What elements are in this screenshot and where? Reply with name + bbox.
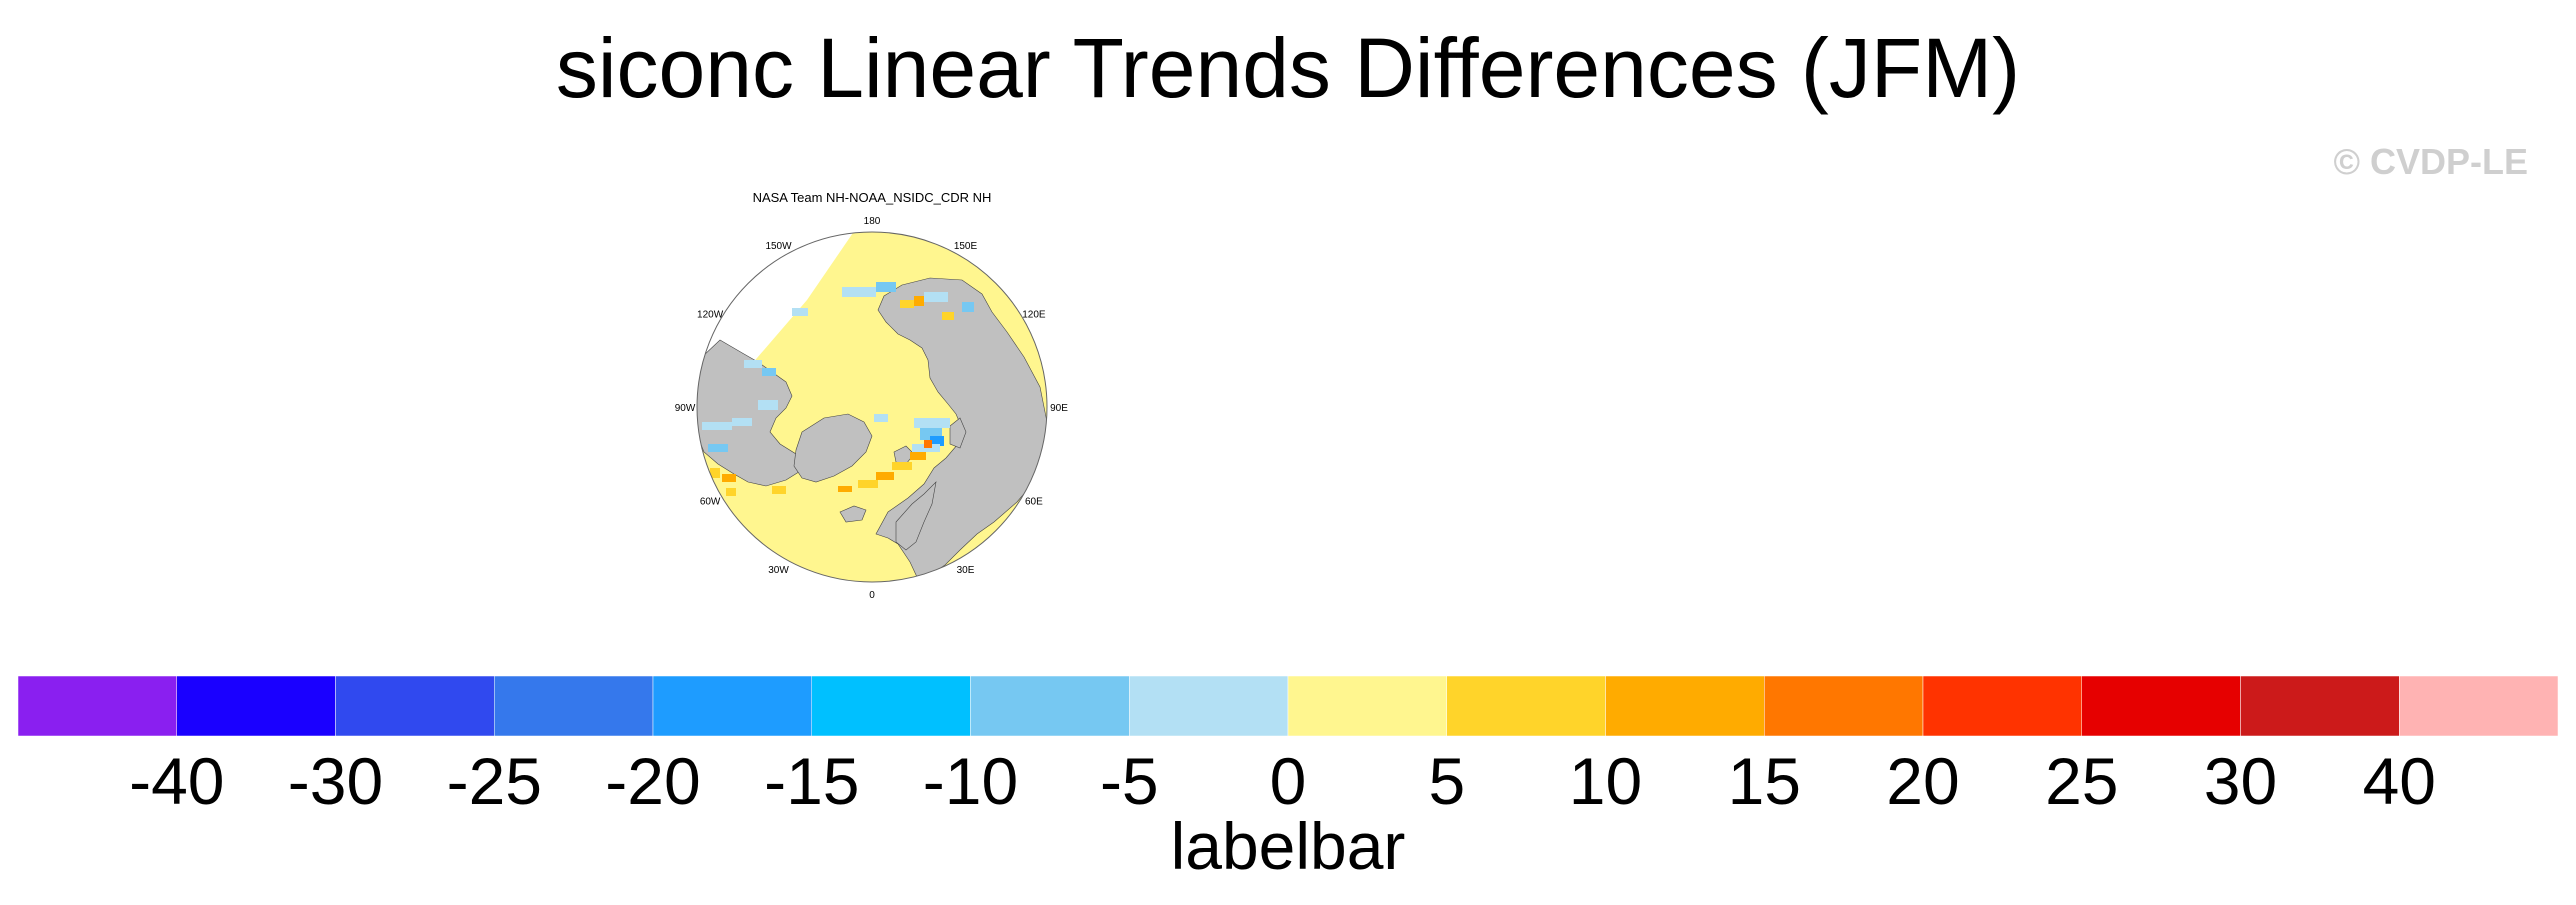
colorbar-tick-label: 10 [1569, 744, 1642, 818]
land-scandinavia [895, 481, 937, 551]
colorbar-tick-label: 40 [2363, 744, 2436, 818]
longitude-labels: 180 150E 120E 90E 60E 30E 0 30W 60W 90W 120W 150W [675, 216, 1069, 601]
colorbar-box [176, 676, 336, 736]
longitude-label: 150E [954, 241, 978, 252]
colorbar-tick-labels: -40 -30 -25 -20 -15 -10 -5 0 5 10 15 20 25 30 40 [129, 744, 2436, 818]
longitude-label: 60W [700, 497, 721, 508]
colorbar-box [1922, 676, 2082, 736]
colorbar-box [2240, 676, 2400, 736]
land-novaya-zemlya [949, 417, 967, 449]
longitude-label: 150W [765, 241, 792, 252]
colorbar-box [494, 676, 654, 736]
colorbar-tick-label: -5 [1100, 744, 1159, 818]
colorbar-box [652, 676, 812, 736]
figure-title: siconc Linear Trends Differences (JFM) [555, 21, 2021, 115]
colorbar-box [811, 676, 971, 736]
colorbar-box [1287, 676, 1447, 736]
colorbar-box [1605, 676, 1765, 736]
colorbar [18, 676, 2558, 736]
colorbar-tick-label: 20 [1886, 744, 1959, 818]
map-disc [697, 232, 1047, 582]
colorbar-tick-label: 25 [2045, 744, 2118, 818]
colorbar-tick-label: 0 [1270, 744, 1307, 818]
colorbar-box [1446, 676, 1606, 736]
land-greenland [793, 413, 873, 483]
colorbar-box [970, 676, 1130, 736]
panel-title: NASA Team NH-NOAA_NSIDC_CDR NH [753, 190, 992, 205]
longitude-label: 30E [957, 565, 975, 576]
colorbar-box [1129, 676, 1289, 736]
polar-map: NASA Team NH-NOAA_NSIDC_CDR NH [675, 190, 1069, 601]
longitude-label: 90W [675, 403, 696, 414]
watermark: © CVDP-LE [2333, 141, 2528, 182]
longitude-label: 60E [1025, 497, 1043, 508]
longitude-label: 120W [697, 310, 724, 321]
colorbar-tick-label: -20 [605, 744, 700, 818]
colorbar-tick-label: -30 [288, 744, 383, 818]
longitude-label: 30W [768, 565, 789, 576]
colorbar-box [2081, 676, 2241, 736]
longitude-label: 90E [1050, 403, 1068, 414]
colorbar-box [18, 676, 177, 736]
colorbar-box [2399, 676, 2558, 736]
colorbar-tick-label: 15 [1728, 744, 1801, 818]
longitude-label: 0 [869, 590, 875, 601]
map-boundary-circle [696, 231, 1048, 583]
colorbar-tick-label: -15 [764, 744, 859, 818]
colorbar-tick-label: -25 [447, 744, 542, 818]
colorbar-tick-label: -10 [923, 744, 1018, 818]
positive-trend-cells [710, 296, 954, 496]
colorbar-box [1764, 676, 1924, 736]
colorbar-tick-label: 30 [2204, 744, 2277, 818]
polar-map-panel: NASA Team NH-NOAA_NSIDC_CDR NH [662, 182, 1082, 602]
land-iceland [839, 505, 867, 523]
colorbar-label: labelbar [1170, 809, 1406, 883]
colorbar-boxes [18, 676, 2558, 736]
longitude-label: 120E [1022, 310, 1046, 321]
colorbar-box [335, 676, 495, 736]
colorbar-tick-label: 5 [1428, 744, 1465, 818]
colorbar-tick-label: -40 [129, 744, 224, 818]
longitude-label: 180 [864, 216, 881, 227]
